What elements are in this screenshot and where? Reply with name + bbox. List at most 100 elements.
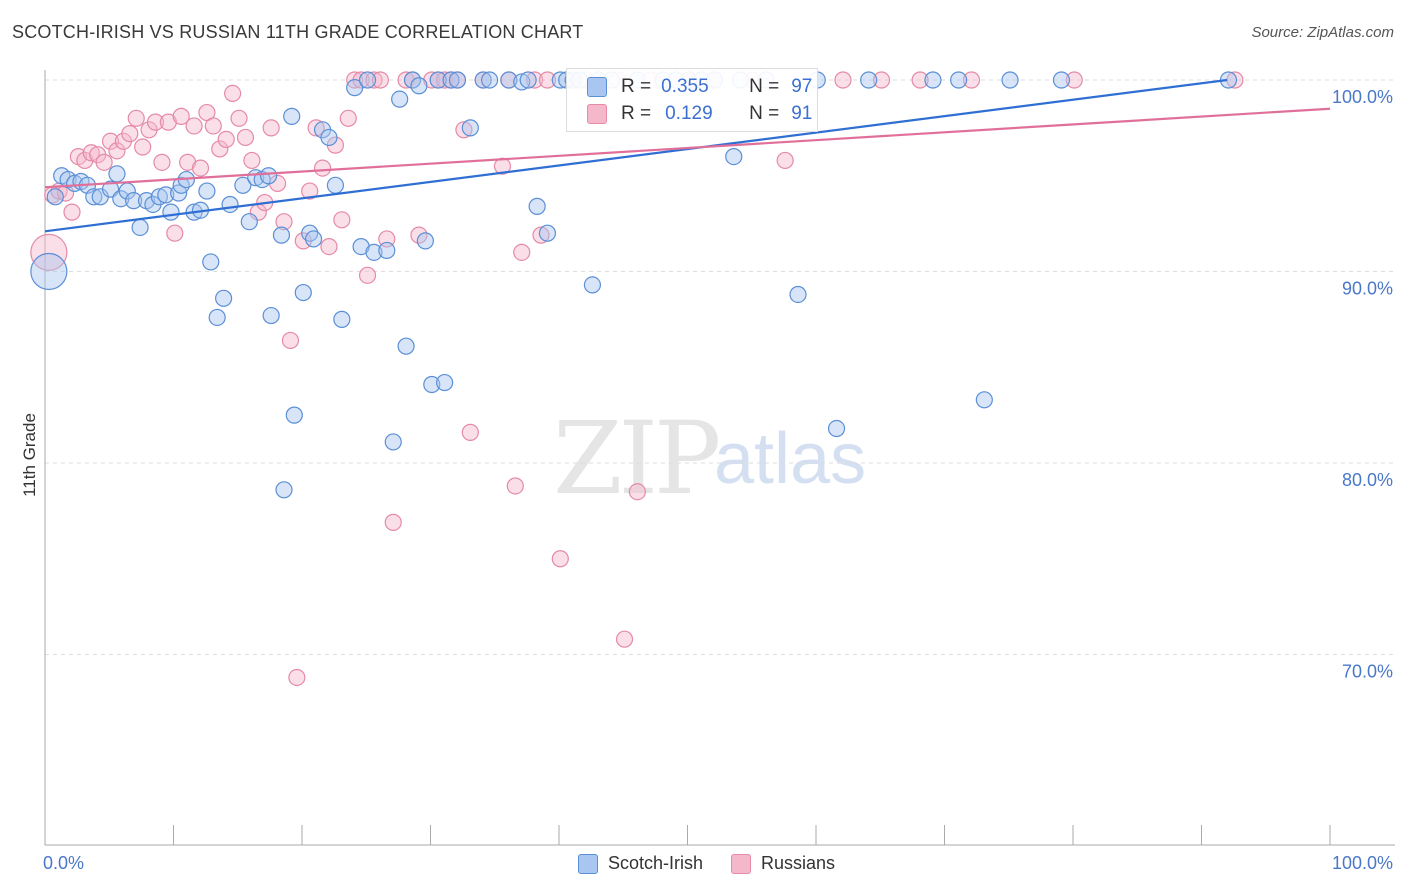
legend-item-russians[interactable]: Russians bbox=[731, 853, 835, 874]
scotch-irish-point bbox=[198, 182, 216, 200]
russian-point bbox=[1065, 71, 1083, 89]
scotch-irish-point bbox=[448, 71, 467, 89]
russian-point bbox=[320, 238, 338, 256]
scotch-irish-point bbox=[358, 71, 377, 89]
russian-point bbox=[95, 153, 113, 171]
russian-point bbox=[185, 117, 203, 135]
axes bbox=[44, 70, 1395, 846]
russian-point bbox=[358, 266, 377, 284]
scotch-irish-point bbox=[391, 90, 409, 108]
scotch-irish-point bbox=[461, 119, 479, 137]
russian-point bbox=[371, 71, 389, 89]
y-tick-label: 90.0% bbox=[1342, 279, 1393, 299]
stats-swatch-russian bbox=[587, 104, 607, 124]
scotch-irish-point bbox=[285, 406, 303, 424]
source-label: Source: ZipAtlas.com bbox=[1251, 24, 1394, 41]
watermark-zip: ZIP bbox=[553, 400, 721, 517]
russian-point bbox=[63, 203, 81, 221]
russian-point bbox=[301, 182, 319, 200]
scotch-irish-point bbox=[528, 197, 546, 215]
russian-point bbox=[628, 483, 646, 501]
russian-point bbox=[313, 159, 332, 177]
russian-point bbox=[872, 71, 891, 89]
legend-swatch-russian bbox=[731, 853, 752, 874]
scotch-irish-point bbox=[283, 107, 301, 125]
y-tick-label: 100.0% bbox=[1332, 87, 1393, 107]
scotch-irish-point bbox=[583, 276, 602, 294]
scotch-irish-point bbox=[65, 174, 84, 193]
russian-point bbox=[230, 109, 248, 127]
scotch-irish-point bbox=[202, 253, 220, 271]
scotch-irish-point bbox=[131, 218, 149, 237]
legend-label-russian: Russians bbox=[761, 853, 836, 873]
scotch-irish-point bbox=[950, 71, 968, 89]
scotch-irish-point bbox=[221, 195, 239, 214]
scotch-irish-point bbox=[162, 203, 180, 221]
stats-n-label: N = bbox=[749, 103, 780, 124]
russian-point bbox=[134, 138, 152, 156]
scotch-irish-point bbox=[259, 167, 278, 185]
stats-r-russian: 0.129 bbox=[665, 103, 713, 124]
scotch-irish-point bbox=[240, 213, 258, 231]
scotch-irish-point bbox=[125, 192, 143, 210]
scotch-irish-point bbox=[789, 285, 807, 304]
russian-point bbox=[436, 71, 454, 89]
russian-point bbox=[455, 121, 473, 139]
russian-point bbox=[307, 119, 325, 137]
scotch-irish-point bbox=[416, 232, 434, 250]
russian-point bbox=[224, 84, 242, 103]
scotch-irish-point bbox=[326, 176, 345, 194]
russian-point bbox=[410, 226, 428, 244]
scotch-irish-point bbox=[1052, 71, 1071, 89]
russian-point bbox=[333, 211, 351, 229]
stats-n-label: N = bbox=[749, 76, 780, 97]
scotch-irish-point bbox=[500, 71, 518, 89]
scotch-irish-point bbox=[304, 230, 323, 248]
legend: Scotch-Irish Russians bbox=[578, 853, 863, 874]
y-tick-label: 80.0% bbox=[1342, 470, 1393, 490]
scotch-irish-point bbox=[234, 176, 252, 194]
scotch-irish-point bbox=[403, 71, 422, 89]
russian-point bbox=[513, 243, 531, 261]
scotch-irish-point bbox=[320, 128, 338, 147]
russian-point bbox=[538, 71, 557, 89]
y-axis-label: 11th Grade bbox=[20, 413, 39, 497]
scotch-irish-point bbox=[481, 71, 499, 89]
scotch-irish-point bbox=[474, 71, 492, 89]
scotch-irish-point bbox=[275, 481, 293, 499]
scotch-irish-point bbox=[384, 433, 402, 451]
scotch-irish-point bbox=[725, 148, 743, 166]
x-tick-label: 0.0% bbox=[43, 853, 84, 873]
scotch-irish-point bbox=[46, 188, 64, 206]
russian-point bbox=[121, 125, 139, 143]
russian-point bbox=[365, 71, 383, 89]
russian-point bbox=[204, 117, 222, 135]
scotch-irish-point bbox=[924, 71, 942, 89]
stats-n-scotch: 97 bbox=[791, 76, 813, 97]
russian-point bbox=[532, 226, 550, 244]
russian-point bbox=[166, 224, 184, 242]
russian-point bbox=[30, 233, 68, 271]
scotch-irish-point bbox=[397, 337, 415, 355]
russian-point bbox=[339, 109, 357, 127]
scotch-irish-point bbox=[208, 308, 226, 327]
scotch-irish-point bbox=[30, 252, 68, 291]
russian-point bbox=[776, 151, 794, 170]
russian-point bbox=[211, 140, 229, 158]
stats-box: R = 0.355 N = 97 R = 0.129 N = 91 bbox=[566, 68, 818, 132]
scotch-irish-point bbox=[108, 165, 126, 183]
legend-item-scotch-irish[interactable]: Scotch-Irish bbox=[578, 853, 703, 874]
series-russians bbox=[30, 71, 1244, 687]
russian-point bbox=[506, 477, 524, 495]
stats-row-russian: R = 0.129 N = 91 bbox=[587, 101, 812, 127]
russian-point bbox=[615, 630, 634, 648]
scotch-irish-point bbox=[538, 224, 557, 242]
scotch-irish-point bbox=[215, 289, 233, 307]
russian-point bbox=[275, 213, 293, 231]
scotch-irish-point bbox=[346, 79, 364, 97]
scotch-irish-point bbox=[827, 419, 846, 438]
russian-point bbox=[911, 71, 929, 89]
scotch-irish-point bbox=[410, 77, 428, 95]
russian-point bbox=[281, 331, 300, 350]
stats-r-scotch: 0.355 bbox=[661, 76, 709, 97]
